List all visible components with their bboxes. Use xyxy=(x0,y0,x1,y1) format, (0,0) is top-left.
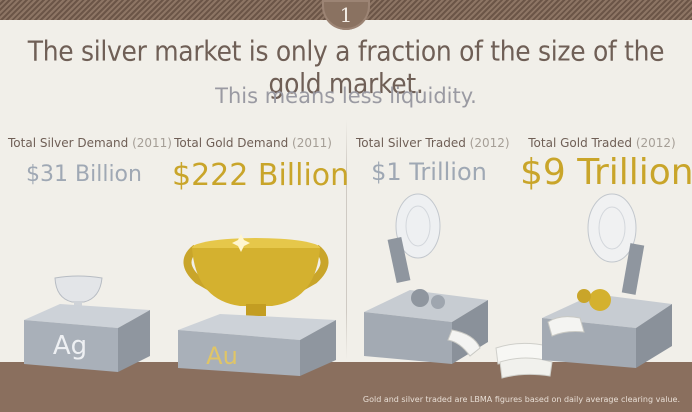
stat-label: Total Gold Traded xyxy=(528,136,632,150)
footnote: Gold and silver traded are LBMA figures … xyxy=(362,395,680,404)
stat-gold-demand: Total Gold Demand (2011) $222 Billion xyxy=(172,136,350,193)
stat-silver-demand: Total Silver Demand (2011) $31 Billion xyxy=(8,136,172,187)
tickertape-pile-icon xyxy=(495,342,553,379)
silver-ticker-machine-icon xyxy=(364,193,488,364)
silver-pedestal xyxy=(24,304,150,372)
stat-year: (2012) xyxy=(469,136,510,150)
stat-year: (2012) xyxy=(635,136,676,150)
stat-label: Total Silver Traded xyxy=(356,136,466,150)
stat-gold-traded: Total Gold Traded (2012) $9 Trillion xyxy=(520,136,692,193)
section-number: 1 xyxy=(339,3,353,27)
stat-year: (2011) xyxy=(132,136,172,150)
gold-ticker-machine-icon xyxy=(542,193,672,368)
silver-pedestal-symbol: Ag xyxy=(53,331,87,361)
stat-value: $9 Trillion xyxy=(520,152,692,193)
headline: The silver market is only a fraction of … xyxy=(27,34,665,100)
stat-value: $31 Billion xyxy=(26,162,142,187)
stat-silver-traded: Total Silver Traded (2012) $1 Trillion xyxy=(356,136,510,186)
subheadline: This means less liquidity. xyxy=(215,84,477,108)
section-divider xyxy=(346,120,347,360)
gold-pedestal xyxy=(178,314,336,376)
stat-label: Total Silver Demand xyxy=(8,136,129,150)
stat-value: $1 Trillion xyxy=(371,158,487,186)
stat-label: Total Gold Demand xyxy=(174,136,289,150)
stat-value: $222 Billion xyxy=(172,158,350,193)
stat-year: (2011) xyxy=(292,136,332,150)
gold-trophy-icon xyxy=(183,234,329,326)
gold-pedestal-symbol: Au xyxy=(206,342,238,370)
